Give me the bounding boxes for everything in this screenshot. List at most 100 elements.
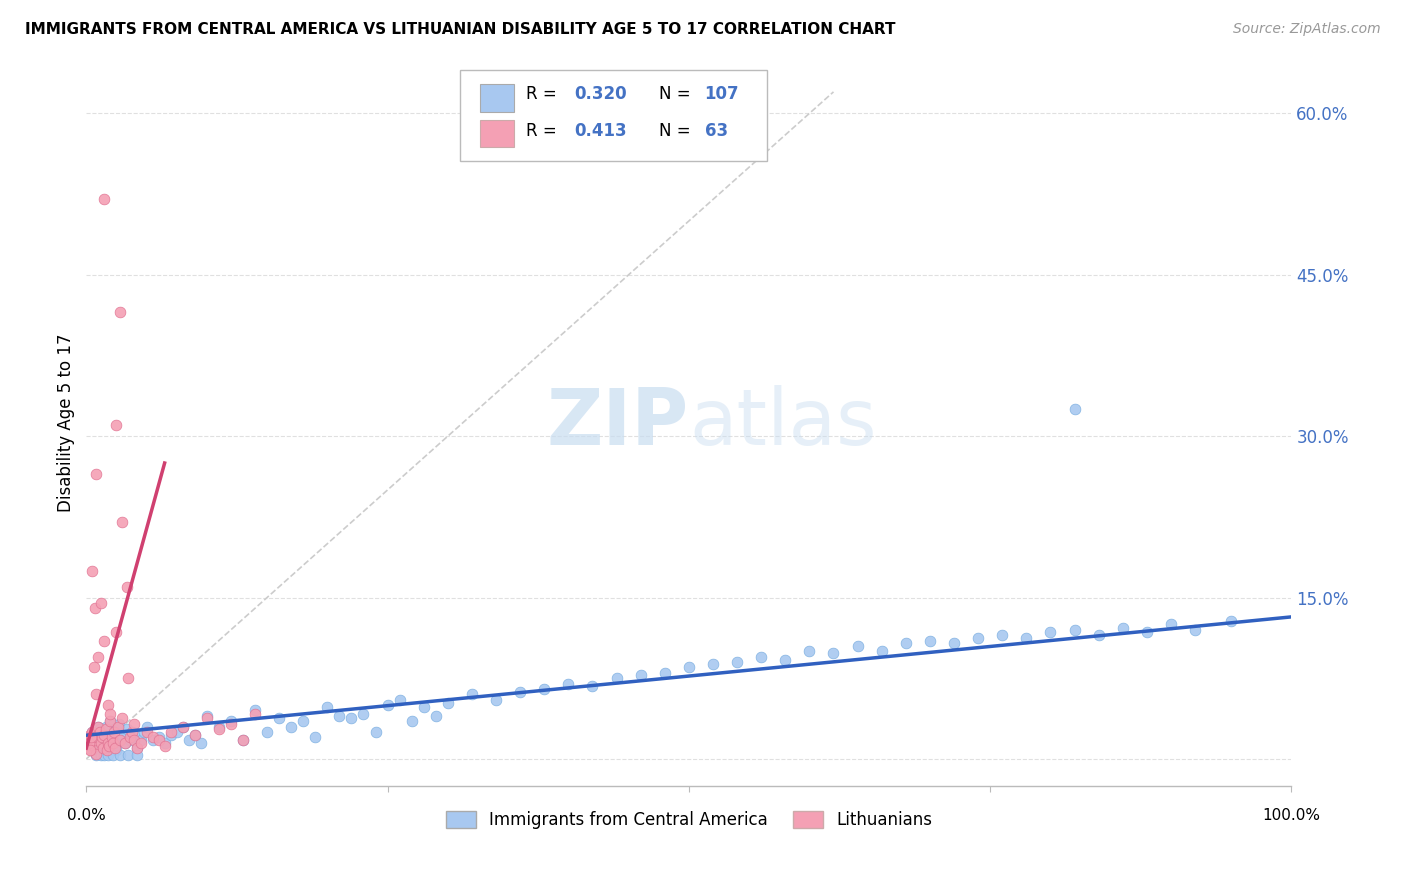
Point [97, 698, 120, 712]
Point [89, 725, 111, 739]
Point [630, 668, 652, 682]
Point [870, 644, 893, 658]
Text: IMMIGRANTS FROM CENTRAL AMERICA VS LITHUANIAN DISABILITY AGE 5 TO 17 CORRELATION: IMMIGRANTS FROM CENTRAL AMERICA VS LITHU… [25, 22, 896, 37]
Point [80, 743, 103, 757]
Point [135, 725, 157, 739]
Point [118, 732, 141, 747]
Point [219, 717, 242, 731]
Point [124, 732, 146, 747]
Point [967, 632, 990, 646]
Point [100, 714, 122, 729]
Point [184, 728, 207, 742]
Point [437, 696, 460, 710]
Point [124, 717, 146, 731]
Point [328, 709, 350, 723]
Point [129, 736, 152, 750]
Point [775, 653, 797, 667]
Point [232, 732, 254, 747]
Point [195, 709, 218, 723]
Point [80, 731, 103, 745]
Point [846, 639, 869, 653]
Point [101, 736, 124, 750]
Point [654, 665, 676, 680]
Point [678, 660, 700, 674]
Point [93, 725, 115, 739]
Point [1112, 621, 1135, 635]
Point [83, 739, 105, 753]
Point [124, 728, 146, 742]
Point [894, 636, 917, 650]
Point [280, 720, 302, 734]
Point [83, 743, 105, 757]
Point [91, 731, 114, 745]
Point [121, 725, 143, 739]
Point [105, 418, 128, 433]
Point [82, 564, 104, 578]
Point [581, 679, 603, 693]
Point [83, 601, 105, 615]
Point [195, 711, 218, 725]
Text: 0.0%: 0.0% [67, 807, 105, 822]
Point [1063, 623, 1085, 637]
Point [93, 747, 115, 762]
Point [111, 711, 134, 725]
Point [82, 725, 104, 739]
Point [93, 633, 115, 648]
Point [90, 736, 112, 750]
Point [256, 725, 278, 739]
Point [101, 736, 124, 750]
Point [89, 722, 111, 736]
Point [702, 657, 724, 672]
Point [401, 714, 423, 729]
Point [208, 720, 231, 734]
Point [364, 725, 387, 739]
Text: N =: N = [659, 86, 696, 103]
Point [153, 739, 176, 753]
Point [129, 732, 152, 747]
Point [84, 747, 107, 761]
Point [97, 732, 120, 747]
Point [108, 747, 131, 762]
Point [1063, 402, 1085, 417]
Point [84, 467, 107, 481]
Point [108, 732, 131, 747]
Point [117, 671, 139, 685]
Bar [481, 120, 515, 147]
Point [172, 720, 194, 734]
Point [93, 193, 115, 207]
Point [142, 732, 165, 747]
Point [117, 722, 139, 736]
Point [918, 633, 941, 648]
Point [108, 732, 131, 747]
Point [90, 596, 112, 610]
Point [125, 741, 148, 756]
Point [114, 736, 136, 750]
Point [93, 728, 115, 742]
Point [725, 655, 748, 669]
Point [103, 722, 125, 736]
Point [190, 736, 212, 750]
Point [84, 747, 107, 761]
Point [292, 714, 315, 729]
Legend: Immigrants from Central America, Lithuanians: Immigrants from Central America, Lithuan… [439, 804, 939, 836]
Point [1184, 623, 1206, 637]
Text: 63: 63 [704, 122, 728, 141]
Point [94, 720, 117, 734]
Point [304, 731, 326, 745]
Point [107, 731, 129, 745]
Point [135, 720, 157, 734]
Point [172, 720, 194, 734]
Point [232, 732, 254, 747]
Point [943, 636, 966, 650]
Text: R =: R = [526, 122, 562, 141]
Point [103, 725, 125, 739]
Point [91, 741, 114, 756]
Point [91, 731, 114, 745]
FancyBboxPatch shape [460, 70, 768, 161]
Point [125, 747, 148, 762]
Point [153, 736, 176, 750]
Point [98, 739, 121, 753]
Point [105, 624, 128, 639]
Point [340, 711, 363, 725]
Point [799, 644, 821, 658]
